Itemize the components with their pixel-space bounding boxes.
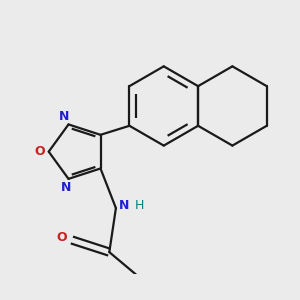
Text: N: N	[61, 181, 71, 194]
Text: O: O	[57, 231, 67, 244]
Text: N: N	[59, 110, 69, 123]
Text: O: O	[34, 145, 45, 158]
Text: N: N	[118, 200, 129, 212]
Text: H: H	[134, 200, 144, 212]
